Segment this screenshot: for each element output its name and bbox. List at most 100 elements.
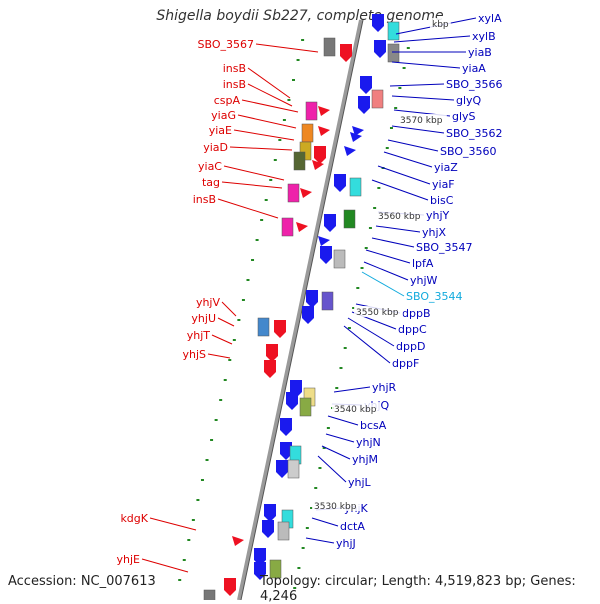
gene-labels: xylA xylB yiaB yiaA SBO_3566 glyQ glyS SBO_3562…	[117, 12, 503, 566]
gene-label-cspa: cspA	[214, 94, 241, 107]
kbp-marker: 3540 kbp	[334, 405, 377, 415]
leader-line	[377, 165, 431, 185]
gene-triangle	[350, 132, 362, 142]
gene-arrow	[266, 344, 278, 362]
gene-label-yiab: yiaB	[468, 46, 492, 59]
kbp-markers: 3570 kbp 3560 kbp 3550 kbp 3540 kbp 3530 kbp…	[312, 18, 451, 512]
gene-arrow	[374, 40, 386, 58]
gene-triangle	[318, 126, 330, 136]
gene-arrow	[286, 392, 298, 410]
gene-label-yhjs: yhjS	[182, 348, 206, 361]
genome-backbone	[237, 19, 363, 600]
gene-label-yhjl: yhjL	[348, 476, 372, 489]
leader-line	[221, 181, 283, 189]
leader-line	[317, 455, 347, 483]
gene-label-yhju: yhjU	[191, 312, 216, 325]
gene-triangle	[296, 222, 308, 232]
leader-line	[247, 67, 291, 99]
leader-line	[391, 95, 455, 101]
gene-label-sbo_3560: SBO_3560	[440, 145, 497, 158]
gene-triangle	[344, 146, 356, 156]
leader-line	[343, 325, 391, 364]
gene-arrow	[324, 214, 336, 232]
gene-box	[299, 397, 312, 417]
leader-line	[211, 334, 233, 345]
gene-box	[387, 43, 400, 63]
kbp-marker: 3530 kbp	[314, 502, 357, 512]
gene-arrow	[306, 290, 318, 308]
kbp-bg	[398, 114, 447, 125]
gene-label-dcta: dctA	[340, 520, 365, 533]
gene-label-yhjx: yhjX	[422, 226, 447, 239]
gene-box	[287, 459, 300, 479]
leader-line	[383, 151, 433, 168]
gene-box	[299, 141, 312, 161]
gene-arrow	[314, 146, 326, 164]
kbp-bg	[312, 500, 361, 511]
leader-line	[311, 517, 339, 527]
kbp-marker: 3560 kbp	[378, 212, 421, 222]
leader-line	[207, 353, 231, 359]
gene-box	[387, 21, 400, 41]
gene-label-yiac: yiaC	[198, 160, 222, 173]
gene-label-bcsa: bcsA	[360, 419, 387, 432]
kbp-bg	[376, 210, 425, 221]
gene-label-yiad: yiaD	[203, 141, 228, 154]
gene-triangle	[318, 106, 330, 116]
gene-box	[323, 37, 336, 57]
gene-label-dppf: dppF	[392, 357, 419, 370]
gene-label-lpfa: lpfA	[412, 257, 434, 270]
gene-box	[305, 101, 318, 121]
kbp-bg	[332, 403, 381, 414]
gene-arrow	[276, 460, 288, 478]
accession-text: Accession: NC_007613	[8, 574, 156, 589]
leader-line	[347, 317, 395, 347]
gene-label-glys: glyS	[452, 110, 476, 123]
leader-line	[391, 125, 445, 134]
gene-box	[371, 89, 384, 109]
gene-arrow	[264, 360, 276, 378]
gene-label-yiaf: yiaF	[432, 178, 455, 191]
gene-triangle	[312, 160, 324, 170]
gene-features	[203, 14, 400, 600]
gene-label-dppd: dppD	[396, 340, 425, 353]
gene-label-tag: tag	[202, 176, 220, 189]
map-title: Shigella boydii Sb227, complete genome	[156, 8, 444, 24]
leader-line	[391, 61, 461, 69]
gene-triangle	[232, 536, 244, 546]
gene-label-yhjt: yhjT	[187, 329, 211, 342]
leader-line	[327, 415, 359, 426]
gene-label-yiaa: yiaA	[462, 62, 486, 75]
gene-arrow	[372, 14, 384, 32]
gene-label-yhje: yhjE	[117, 553, 141, 566]
gene-label-dppb: dppB	[402, 307, 431, 320]
gene-label-kdgk: kdgK	[120, 512, 148, 525]
gene-label-yhjm: yhjM	[352, 453, 378, 466]
gene-arrow	[224, 578, 236, 596]
leader-line	[389, 83, 445, 87]
gene-label-yhjv: yhjV	[196, 296, 221, 309]
gene-label-insb: insB	[223, 78, 246, 91]
leader-line	[247, 83, 293, 107]
kbp-marker: kbp	[432, 20, 449, 30]
leader-line	[141, 558, 189, 573]
leader-line	[393, 35, 471, 43]
leader-line	[321, 445, 351, 460]
kbp-bg	[430, 18, 451, 29]
gene-arrow	[320, 246, 332, 264]
gene-triangle	[318, 236, 330, 246]
leader-line	[217, 317, 235, 327]
leader-line	[255, 43, 319, 53]
gene-label-yhjr: yhjR	[372, 381, 397, 394]
gene-box	[277, 521, 290, 541]
gene-label-yhjj: yhjJ	[336, 537, 356, 550]
gene-label-sbo_3566: SBO_3566	[446, 78, 503, 91]
gene-label-yiag: yiaG	[211, 109, 236, 122]
gene-label-sbo_3562: SBO_3562	[446, 127, 503, 140]
gene-box	[281, 217, 294, 237]
gene-arrow	[262, 520, 274, 538]
gene-label-dppc: dppC	[398, 323, 427, 336]
leader-line	[229, 146, 293, 151]
gene-label-xyla: xylA	[478, 12, 502, 25]
